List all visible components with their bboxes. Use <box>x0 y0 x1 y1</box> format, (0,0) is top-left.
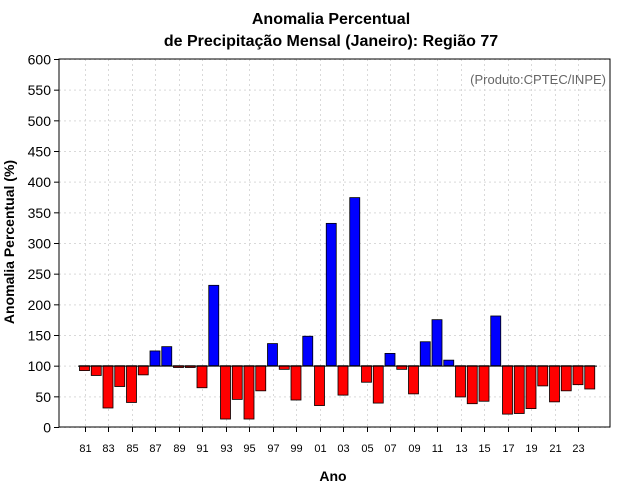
x-tick-label: 95 <box>243 443 255 455</box>
y-tick-label: 50 <box>35 389 51 405</box>
x-tick-label: 13 <box>455 443 467 455</box>
bar-21 <box>549 365 560 403</box>
chart-title-line1: Anomalia Percentual <box>252 11 410 28</box>
credit-label: (Produto:CPTEC/INPE) <box>470 72 606 87</box>
x-tick-label: 15 <box>478 443 490 455</box>
bar-11 <box>431 319 443 367</box>
x-tick-label: 23 <box>572 443 584 455</box>
x-tick-label: 91 <box>196 443 208 455</box>
y-tick-label: 0 <box>43 420 51 436</box>
x-tick-label: 83 <box>102 443 114 455</box>
bar-97 <box>267 343 278 367</box>
bar-24 <box>584 365 596 390</box>
bar-19 <box>525 365 537 410</box>
x-tick-label: 05 <box>361 443 373 455</box>
bar-18 <box>513 365 525 414</box>
bar-82 <box>90 365 102 376</box>
y-tick-label: 350 <box>28 205 52 221</box>
bar-13 <box>455 365 466 398</box>
y-tick-label: 300 <box>28 236 52 252</box>
bar-12 <box>443 359 455 367</box>
bar-23 <box>572 365 584 386</box>
x-tick-label: 03 <box>337 443 349 455</box>
y-tick-label: 150 <box>28 328 52 344</box>
x-tick-label: 99 <box>290 443 302 455</box>
bar-06 <box>372 365 384 404</box>
bar-99 <box>290 365 302 401</box>
bar-83 <box>102 365 114 409</box>
x-axis: 81 83 85 87 89 91 93 95 97 99 01 03 05 07 09 11 13 15 17 19… <box>79 427 585 455</box>
bar-95 <box>243 365 255 420</box>
x-tick-label: 97 <box>267 443 279 455</box>
bar-87 <box>149 350 161 367</box>
bar-07 <box>384 352 396 367</box>
bar-20 <box>537 365 549 387</box>
y-tick-label: 600 <box>28 52 52 68</box>
bar-00 <box>302 335 314 367</box>
x-tick-label: 07 <box>384 443 396 455</box>
x-tick-label: 81 <box>79 443 91 455</box>
bar-92 <box>208 284 220 367</box>
bar-15 <box>478 365 490 402</box>
y-tick-label: 400 <box>28 174 52 190</box>
x-tick-label: 87 <box>149 443 161 455</box>
bar-04 <box>349 197 361 367</box>
x-tick-label: 19 <box>525 443 537 455</box>
y-tick-label: 550 <box>28 82 52 98</box>
bar-91 <box>196 365 208 389</box>
bar-93 <box>220 365 231 420</box>
x-tick-label: 21 <box>549 443 561 455</box>
bars-group <box>79 197 596 420</box>
x-axis-label: Ano <box>319 468 346 484</box>
bar-03 <box>337 365 349 396</box>
x-tick-label: 89 <box>173 443 185 455</box>
bar-96 <box>255 365 267 392</box>
y-axis-label: Anomalia Percentual (%) <box>1 160 17 324</box>
x-tick-label: 17 <box>502 443 514 455</box>
bar-86 <box>137 365 149 376</box>
bar-10 <box>419 341 431 367</box>
bar-88 <box>161 346 173 367</box>
x-tick-label: 93 <box>220 443 232 455</box>
bar-14 <box>466 365 478 405</box>
bar-09 <box>408 365 419 395</box>
y-tick-label: 250 <box>28 266 52 282</box>
bar-85 <box>126 365 137 403</box>
y-tick-label: 200 <box>28 297 52 313</box>
x-tick-label: 01 <box>314 443 326 455</box>
bar-16 <box>490 315 502 367</box>
y-tick-label: 100 <box>28 358 52 374</box>
y-tick-label: 450 <box>28 144 52 160</box>
y-axis: 0 50 100 150 200 250 300 350 400 450 500 550 600 <box>28 52 59 436</box>
bar-17 <box>502 365 513 415</box>
chart-title-line2: de Precipitação Mensal (Janeiro): Região… <box>164 33 498 50</box>
x-tick-label: 11 <box>432 443 443 455</box>
bar-05 <box>361 365 372 383</box>
x-tick-label: 09 <box>408 443 420 455</box>
y-tick-label: 500 <box>28 113 52 129</box>
bar-22 <box>560 365 572 392</box>
bar-94 <box>231 365 243 400</box>
bar-84 <box>114 365 126 387</box>
bar-02 <box>325 222 337 367</box>
bar-01 <box>314 365 325 406</box>
x-tick-label: 85 <box>126 443 138 455</box>
